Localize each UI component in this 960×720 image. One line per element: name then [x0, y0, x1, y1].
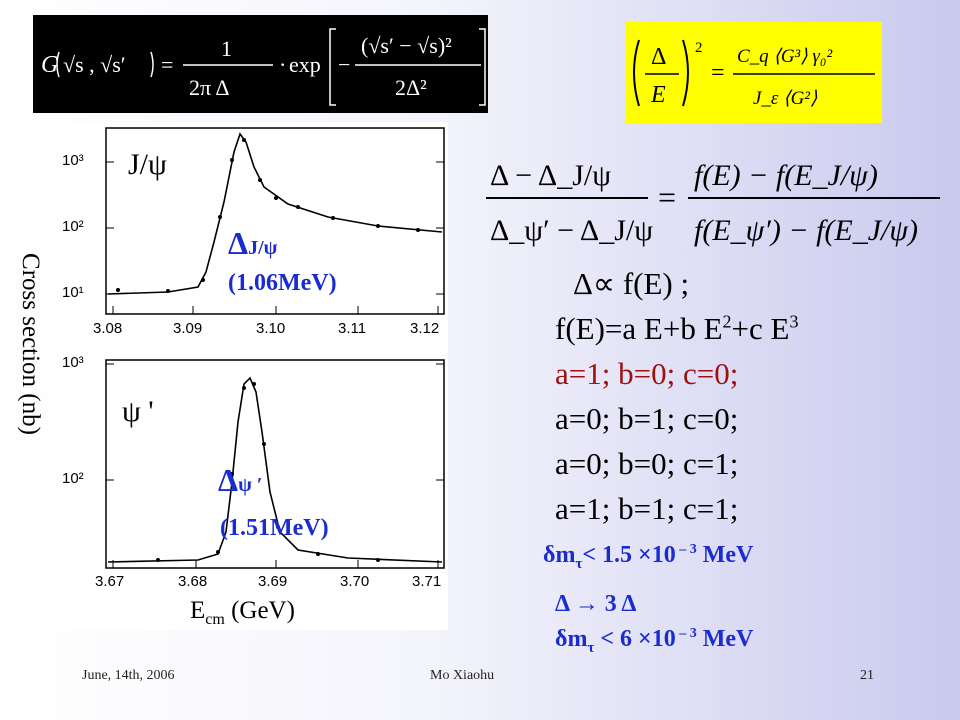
bottom-delta-sub: ψ ′ [238, 474, 263, 496]
ratio-rhs-num: f(E) − f(E_J/ψ) [694, 159, 878, 192]
bottom-delta-value: (1.51MeV) [220, 515, 329, 541]
x-axis-label: Ecm (GeV) [190, 597, 295, 629]
svg-text:2: 2 [695, 40, 703, 56]
bottom-delta-symbol: Δ [218, 462, 239, 498]
f-def-pre: f(E)=a E+b E [555, 311, 723, 346]
top-y-tick-1: 10³ [62, 152, 84, 169]
bottom-x-tick-4: 3.70 [340, 573, 370, 590]
case-line-2: a=0; b=1; c=0; [555, 401, 739, 436]
result-2-unit: MeV [696, 626, 754, 652]
top-x-tick-2: 3.09 [173, 320, 203, 337]
bottom-delta-label: Δψ ′ [218, 462, 262, 499]
resolution-rhs-num: C_q ⟨G³⟩ γ₀² [737, 46, 833, 67]
result-2-post: < 6 ×10 [594, 626, 676, 652]
x-axis-label-main: E [190, 597, 206, 624]
svg-text:=: = [658, 179, 676, 215]
gaussian-denominator: 2π Δ [189, 75, 230, 100]
proportional-line: Δ∝ f(E) ; [573, 266, 690, 301]
bottom-y-tick-2: 10² [62, 470, 84, 487]
top-data-points [116, 138, 420, 293]
ratio-rhs-den: f(E_ψ′) − f(E_J/ψ) [694, 214, 918, 247]
top-plot-frame [105, 127, 445, 315]
result-2-pre: δm [555, 626, 588, 652]
bottom-plot-frame [105, 359, 445, 569]
ratio-lhs-num: Δ − Δ_J/ψ [490, 159, 611, 192]
bottom-plot-label: ψ ' [122, 395, 154, 428]
f-def-exp2: 2 [722, 311, 732, 332]
svg-text:−: − [338, 52, 350, 77]
ratio-lhs-den: Δ_ψ′ − Δ_J/ψ [490, 214, 653, 247]
gaussian-exp: exp [289, 52, 321, 77]
result-2-sub: τ [587, 639, 595, 656]
bottom-x-tick-3: 3.69 [258, 573, 288, 590]
top-x-tick-4: 3.11 [338, 320, 367, 337]
top-x-tick-5: 3.12 [410, 320, 440, 337]
footer-author: Mo Xiaohu [430, 668, 495, 683]
top-plot-label: J/ψ [128, 148, 167, 181]
top-delta-value: (1.06MeV) [228, 270, 337, 296]
top-y-tick-2: 10² [62, 218, 84, 235]
resolution-lhs-num: Δ [651, 44, 666, 70]
result-1-post: < 1.5 ×10 [582, 542, 676, 568]
result-arrow: Δ → 3 Δ [555, 591, 637, 617]
gaussian-two-delta: 2Δ² [395, 75, 427, 100]
result-1-unit: MeV [696, 542, 754, 568]
case-line-1: a=1; b=0; c=0; [555, 356, 739, 391]
f-definition: f(E)=a E+b E2+c E3 [555, 311, 798, 347]
ratio-formula: Δ − Δ_J/ψ Δ_ψ′ − Δ_J/ψ = f(E) − f(E_J/ψ)… [480, 135, 950, 265]
resolution-lhs-den: E [650, 82, 666, 108]
bottom-x-tick-1: 3.67 [95, 573, 125, 590]
f-def-mid: +c E [731, 311, 790, 346]
case-line-4: a=1; b=1; c=1; [555, 491, 739, 526]
top-x-tick-3: 3.10 [256, 320, 286, 337]
top-delta-sub: J/ψ [248, 237, 278, 259]
f-def-exp3: 3 [789, 311, 799, 332]
bottom-x-tick-2: 3.68 [178, 573, 208, 590]
result-1: δmτ< 1.5 ×10 – 3 MeV [543, 542, 753, 573]
x-axis-label-sub: cm [205, 611, 225, 628]
bottom-resonance-curve [107, 376, 443, 563]
top-delta-symbol: Δ [228, 225, 249, 261]
top-x-tick-1: 3.08 [93, 320, 123, 337]
footer-page-number: 21 [860, 668, 874, 683]
x-axis-label-unit: (GeV) [231, 597, 295, 624]
gaussian-formula: G √s , √s′ = 1 2π Δ · exp − (√s′ − √s)² … [33, 15, 488, 113]
result-1-sub: τ [575, 555, 583, 572]
gaussian-lhs: G [41, 52, 58, 78]
bottom-x-tick-5: 3.71 [412, 573, 442, 590]
footer-date: June, 14th, 2006 [82, 668, 175, 683]
bottom-y-tick-1: 10³ [62, 354, 84, 371]
top-y-tick-3: 10¹ [62, 284, 84, 301]
svg-text:(√s′ − √s)²: (√s′ − √s)² [361, 33, 452, 58]
svg-text:=: = [161, 52, 173, 77]
gaussian-numerator: 1 [221, 36, 232, 61]
result-2: δmτ < 6 ×10 – 3 MeV [555, 626, 753, 657]
result-1-exp: – 3 [675, 542, 697, 557]
result-1-pre: δm [543, 542, 576, 568]
resolution-rhs-den: J_ε ⟨G²⟩ [753, 88, 818, 109]
result-2-exp: – 3 [675, 626, 697, 641]
y-axis-label: Cross section (nb) [17, 253, 44, 435]
plot-panel [48, 122, 448, 630]
top-delta-label: ΔJ/ψ [228, 225, 277, 262]
case-line-3: a=0; b=0; c=1; [555, 446, 739, 481]
svg-text:√s , √s′: √s , √s′ [63, 52, 126, 77]
resolution-formula: Δ E 2 = C_q ⟨G³⟩ γ₀² J_ε ⟨G²⟩ [625, 22, 882, 123]
top-resonance-curve [107, 132, 443, 295]
svg-text:·: · [279, 52, 286, 77]
svg-text:=: = [711, 60, 725, 86]
bottom-data-points [156, 382, 380, 562]
